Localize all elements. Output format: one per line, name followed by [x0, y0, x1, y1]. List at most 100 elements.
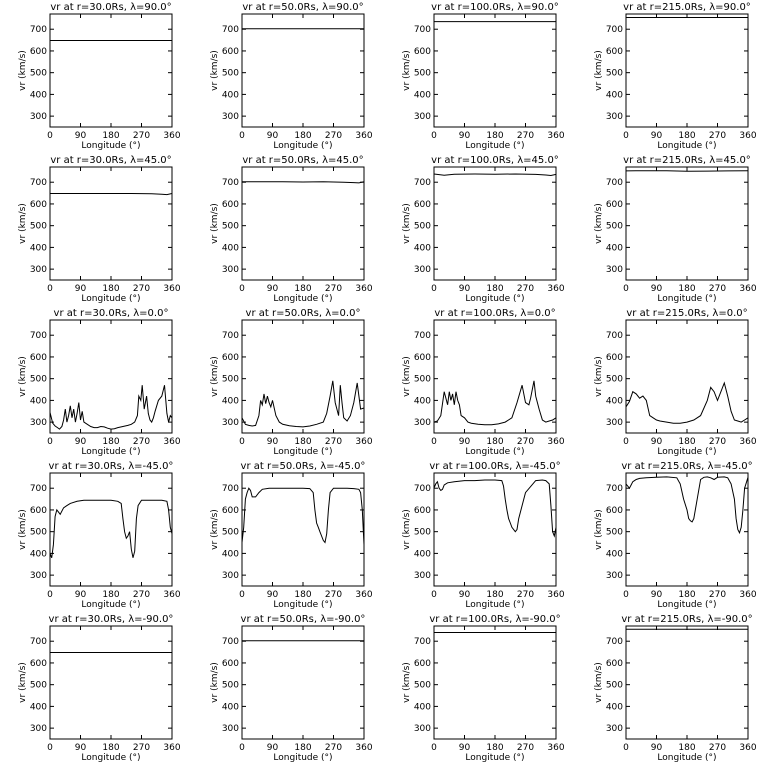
plot-frame [625, 13, 749, 128]
y-tick-label: 400 [30, 243, 47, 253]
x-tick-label: 360 [739, 437, 756, 447]
chart-panel: vr at r=215.0Rs, λ=-45.0° 0 90 180 270 360 300… [594, 461, 757, 610]
x-tick-label: 180 [678, 284, 695, 294]
y-tick-label: 500 [606, 69, 623, 79]
y-tick-label: 300 [606, 724, 623, 734]
x-tick-label: 90 [651, 131, 663, 141]
y-tick-label: 500 [606, 222, 623, 232]
y-tick-label: 700 [606, 25, 623, 35]
y-tick-label: 500 [222, 222, 239, 232]
y-tick-label: 400 [606, 702, 623, 712]
x-axis-label: Longitude (°) [273, 447, 332, 457]
y-tick-label: 600 [414, 659, 431, 669]
y-tick-label: 700 [30, 484, 47, 494]
y-tick-label: 700 [222, 331, 239, 341]
x-tick-label: 0 [431, 131, 437, 141]
x-tick-label: 0 [47, 284, 53, 294]
plot-frame [49, 472, 173, 587]
y-axis-label: vr (km/s) [18, 356, 28, 397]
y-tick-label: 700 [222, 178, 239, 188]
x-tick-label: 90 [75, 590, 87, 600]
x-tick-label: 90 [75, 284, 87, 294]
series-line [49, 385, 173, 430]
y-axis-label: vr (km/s) [18, 50, 28, 91]
y-tick-label: 500 [30, 681, 47, 691]
y-tick-label: 500 [222, 375, 239, 385]
x-axis-label: Longitude (°) [81, 600, 140, 610]
chart-title: vr at r=50.0Rs, λ=-90.0° [241, 614, 366, 625]
y-tick-label: 600 [414, 200, 431, 210]
y-axis-label: vr (km/s) [210, 662, 220, 703]
y-tick-label: 500 [222, 681, 239, 691]
y-axis-label: vr (km/s) [402, 509, 412, 550]
x-tick-label: 0 [431, 590, 437, 600]
y-tick-label: 300 [222, 724, 239, 734]
y-tick-label: 300 [414, 724, 431, 734]
series-line [433, 380, 557, 426]
plot-frame [49, 166, 173, 281]
x-tick-label: 180 [102, 743, 119, 753]
y-tick-label: 300 [30, 418, 47, 428]
y-tick-label: 400 [414, 549, 431, 559]
x-tick-label: 270 [709, 590, 726, 600]
chart-panel: vr at r=215.0Rs, λ=90.0° 0 90 180 270 360 300 4… [594, 2, 757, 151]
x-tick-label: 270 [517, 590, 534, 600]
series-line [241, 380, 365, 428]
chart-panel: vr at r=100.0Rs, λ=45.0° 0 90 180 270 360 300 4… [402, 155, 565, 304]
chart-title: vr at r=30.0Rs, λ=0.0° [54, 308, 169, 319]
y-tick-label: 500 [414, 681, 431, 691]
plot-frame [241, 166, 365, 281]
y-tick-label: 500 [414, 528, 431, 538]
chart-panel: vr at r=50.0Rs, λ=45.0° 0 90 180 270 360 300 40… [210, 155, 373, 304]
plot-frame [433, 13, 557, 128]
x-tick-label: 270 [709, 743, 726, 753]
y-axis-label: vr (km/s) [18, 509, 28, 550]
y-tick-label: 300 [606, 571, 623, 581]
chart-panel: vr at r=30.0Rs, λ=90.0° 0 90 180 270 360 300 40… [18, 2, 181, 151]
chart-title: vr at r=30.0Rs, λ=-45.0° [49, 461, 174, 472]
x-tick-label: 90 [651, 590, 663, 600]
series-line [50, 193, 173, 196]
y-tick-label: 300 [30, 265, 47, 275]
y-tick-label: 700 [606, 484, 623, 494]
y-tick-label: 700 [30, 25, 47, 35]
x-tick-label: 360 [547, 743, 564, 753]
plot-frame [625, 625, 749, 740]
x-tick-label: 270 [325, 131, 342, 141]
chart-title: vr at r=50.0Rs, λ=-45.0° [241, 461, 366, 472]
x-tick-label: 90 [459, 437, 471, 447]
x-tick-label: 360 [163, 743, 180, 753]
x-axis-label: Longitude (°) [657, 447, 716, 457]
x-tick-label: 180 [486, 437, 503, 447]
chart-title: vr at r=215.0Rs, λ=90.0° [623, 2, 751, 13]
x-tick-label: 270 [325, 743, 342, 753]
chart-title: vr at r=30.0Rs, λ=90.0° [50, 2, 171, 13]
x-tick-label: 90 [75, 437, 87, 447]
x-tick-label: 180 [486, 743, 503, 753]
y-tick-label: 300 [222, 112, 239, 122]
chart-panel: vr at r=100.0Rs, λ=0.0° 0 90 180 270 360 300 40… [402, 308, 565, 457]
x-tick-label: 180 [294, 743, 311, 753]
series-line [242, 181, 365, 184]
x-tick-label: 90 [459, 743, 471, 753]
x-tick-label: 0 [623, 743, 629, 753]
x-tick-label: 90 [267, 437, 279, 447]
chart-panel: vr at r=215.0Rs, λ=-90.0° 0 90 180 270 360 300… [594, 614, 757, 763]
y-tick-label: 700 [414, 331, 431, 341]
chart-panel: vr at r=30.0Rs, λ=45.0° 0 90 180 270 360 300 40… [18, 155, 181, 304]
x-tick-label: 90 [267, 284, 279, 294]
x-tick-label: 360 [355, 284, 372, 294]
plot-frame [433, 472, 557, 587]
x-tick-label: 0 [239, 437, 245, 447]
x-tick-label: 0 [623, 590, 629, 600]
y-axis-label: vr (km/s) [402, 356, 412, 397]
x-tick-label: 270 [325, 437, 342, 447]
x-tick-label: 0 [623, 437, 629, 447]
y-tick-label: 700 [414, 484, 431, 494]
x-tick-label: 360 [163, 437, 180, 447]
x-tick-label: 0 [47, 590, 53, 600]
x-axis-label: Longitude (°) [273, 600, 332, 610]
y-tick-label: 500 [606, 375, 623, 385]
x-tick-label: 180 [486, 590, 503, 600]
x-tick-label: 270 [133, 590, 150, 600]
